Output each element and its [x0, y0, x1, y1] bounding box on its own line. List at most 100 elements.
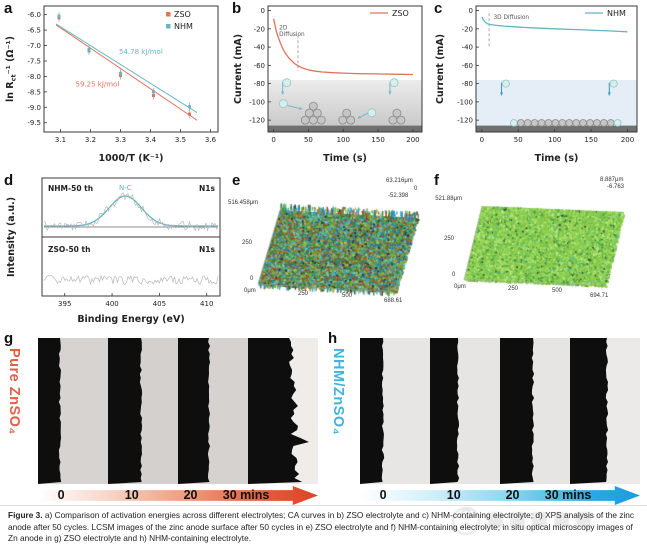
panel-letter-h: h	[328, 330, 338, 347]
svg-text:3.5: 3.5	[175, 136, 186, 144]
gradient-arrow-icon	[360, 486, 640, 505]
e-y-axis-mid-label: 250	[242, 240, 253, 246]
svg-text:-100: -100	[457, 98, 473, 106]
zinc-sphere-icon	[586, 119, 594, 127]
panel-h-optical-nhm: h NHM/ZnSO₄ 0 10 20 30 mins	[324, 330, 647, 505]
substrate-bar	[476, 125, 637, 132]
svg-text:-7.5: -7.5	[27, 57, 41, 65]
zn-electrode-edge	[570, 338, 609, 484]
svg-text:50: 50	[514, 136, 523, 144]
zn-electrode-edge	[108, 338, 143, 484]
zinc-sphere-icon	[537, 119, 546, 127]
svg-text:3.4: 3.4	[145, 136, 157, 144]
panel-f-lcsm-nhm: f 521.88μm 250 0 0μm 250 500 694.71 8.88…	[430, 172, 647, 330]
svg-text:-60: -60	[254, 62, 265, 70]
zn-electrode-edge	[178, 338, 210, 484]
e-x-axis-max-label: 688.61	[384, 298, 403, 304]
zinc-sphere-icon	[558, 119, 567, 127]
f-y-axis-mid-label: 250	[444, 236, 455, 242]
zn-electrode-edge	[500, 338, 535, 484]
ion-sphere-icon	[609, 79, 618, 88]
substrate-bar	[268, 125, 422, 132]
arrhenius-chart: 3.1 3.2 3.3 3.4 3.5 3.6 -9.5 -9.0 -8.5 -8.0 -7.5 -7…	[5, 5, 219, 164]
panel-c-ca-curve-nhm: c 0 50 100 150 200 0 -20 -40 -60 -80 -100 -120 Time …	[430, 0, 647, 172]
e-y-axis-zero-label: 0	[250, 276, 254, 282]
zinc-sphere-icon	[565, 119, 574, 127]
panel-g-optical-zso: g Pure ZnSO₄ 0 10 20 30 mins	[0, 330, 324, 505]
zinc-sphere-icon	[530, 119, 539, 127]
zinc-sphere-icon	[572, 119, 580, 127]
f-x-axis-max-label: 694.71	[590, 293, 609, 299]
svg-text:3.3: 3.3	[115, 136, 126, 144]
panel-letter-d: d	[4, 172, 14, 189]
panel-letter-b: b	[232, 0, 242, 17]
zinc-sphere-icon	[316, 115, 326, 125]
svg-text:400: 400	[105, 300, 118, 308]
e-x-axis-label-250: 250	[298, 291, 309, 297]
time-label-0: 0	[57, 488, 65, 502]
svg-text:200: 200	[621, 136, 634, 144]
svg-text:150: 150	[371, 136, 384, 144]
zinc-sphere-icon	[606, 119, 615, 127]
ca-curve-nhm-chart: 0 50 100 150 200 0 -20 -40 -60 -80 -100 -120 Time (s…	[435, 5, 638, 164]
zinc-sphere-icon	[392, 108, 402, 118]
svg-text:Binding Energy (eV): Binding Energy (eV)	[77, 314, 184, 325]
e-height-scale-min: -52.398	[388, 193, 409, 199]
time-label-30: 30 mins	[544, 488, 592, 502]
svg-text:150: 150	[584, 136, 597, 144]
micrograph-frame	[360, 338, 430, 484]
zn-anode-micrographs-zso	[38, 338, 318, 484]
ion-sphere-icon	[389, 78, 399, 88]
zinc-sphere-icon	[312, 108, 322, 118]
micrograph-frame	[500, 338, 570, 484]
svg-text:N1s: N1s	[199, 245, 215, 254]
ca-curve-zso-chart: 0 50 100 150 200 0 -20 -40 -60 -80 -100 -120 Time (s…	[233, 5, 423, 164]
svg-text:-7.0: -7.0	[27, 42, 41, 50]
panel-letter-a: a	[4, 0, 13, 17]
svg-text:-100: -100	[249, 98, 265, 106]
ion-sphere-icon	[367, 108, 377, 118]
panel-letter-c: c	[434, 0, 443, 17]
f-height-scale-max: 8.887μm	[600, 177, 624, 183]
svg-text:2D: 2D	[279, 26, 288, 32]
svg-text:Diffusion: Diffusion	[279, 32, 305, 38]
svg-text:N-C: N-C	[119, 184, 132, 192]
micrograph-frame	[248, 338, 318, 484]
zn-electrode-edge	[360, 338, 385, 484]
zn-electrode-edge	[430, 338, 460, 484]
svg-text:ZSO: ZSO	[392, 9, 409, 18]
time-label-20: 20	[183, 488, 198, 502]
svg-text:-8.0: -8.0	[27, 73, 41, 81]
zinc-sphere-icon	[346, 115, 356, 125]
f-x-axis-label-0: 0μm	[454, 284, 466, 290]
time-label-10: 10	[446, 488, 461, 502]
svg-text:50: 50	[304, 136, 313, 144]
micrograph-frame	[570, 338, 640, 484]
micrograph-frame	[108, 338, 178, 484]
svg-text:-60: -60	[462, 62, 473, 70]
svg-text:410: 410	[200, 300, 213, 308]
svg-text:-20: -20	[254, 25, 265, 33]
zn-electrode-edge	[38, 338, 62, 484]
panel-letter-f: f	[434, 172, 439, 189]
zinc-sphere-icon	[593, 119, 601, 127]
svg-text:-8.5: -8.5	[27, 88, 41, 96]
svg-text:3.2: 3.2	[85, 136, 96, 144]
svg-text:-20: -20	[462, 25, 473, 33]
nhm-znso4-label: NHM/ZnSO₄	[330, 348, 346, 436]
panel-letter-e: e	[232, 172, 241, 189]
svg-text:Intensity (a.u.): Intensity (a.u.)	[6, 197, 17, 277]
f-x-axis-label-250: 250	[508, 286, 519, 292]
svg-text:ZSO: ZSO	[174, 10, 191, 19]
svg-text:-80: -80	[254, 80, 265, 88]
gradient-arrow-icon	[38, 486, 318, 505]
zinc-sphere-icon	[523, 119, 532, 127]
panel-a-arrhenius-plot: a 3.1 3.2 3.3 3.4 3.5 3.6 -9.5 -9.0 -8.5 -8.0 -7.5…	[0, 0, 228, 172]
zinc-sphere-icon	[517, 119, 525, 127]
time-label-30: 30 mins	[222, 488, 270, 502]
zinc-sphere-icon	[342, 108, 352, 118]
svg-text:-120: -120	[457, 117, 473, 125]
svg-text:405: 405	[153, 300, 166, 308]
svg-text:0: 0	[261, 7, 265, 15]
svg-text:NHM: NHM	[607, 9, 626, 18]
